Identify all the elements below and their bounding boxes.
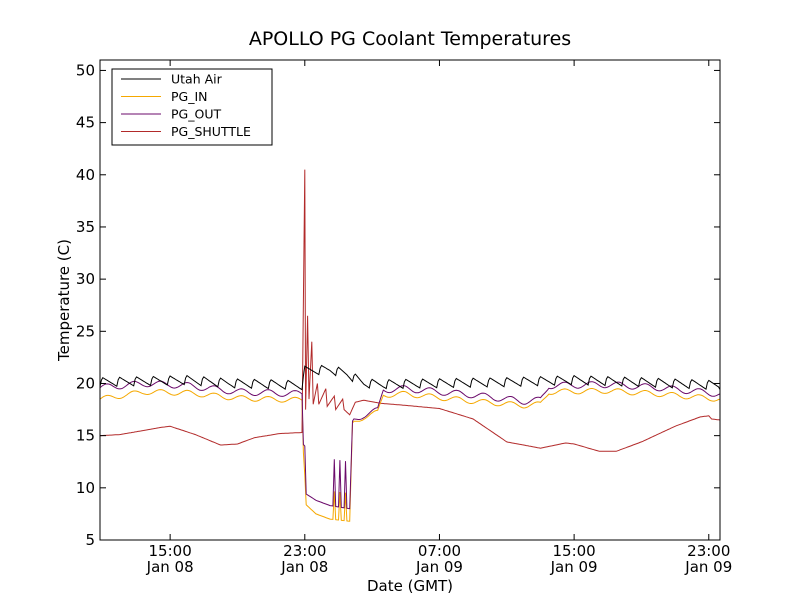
x-tick-label-time: 23:00 (283, 542, 326, 560)
legend: Utah Air PG_IN PG_OUT PG_SHUTTLE (111, 68, 273, 146)
x-tick-label-time: 15:00 (553, 542, 596, 560)
x-tick-label-date: Jan 09 (415, 558, 463, 576)
y-tick-label: 20 (76, 374, 95, 392)
series-line-pg-shuttle (99, 169, 721, 452)
series-line-utah-air (99, 364, 721, 391)
plot-frame (99, 59, 721, 541)
chart-title: APOLLO PG Coolant Temperatures (249, 28, 571, 50)
x-tick-label-date: Jan 09 (684, 558, 732, 576)
legend-label: PG_IN (171, 89, 208, 104)
x-tick-label-time: 07:00 (418, 542, 461, 560)
x-tick-label-time: 15:00 (149, 542, 192, 560)
legend-label: Utah Air (171, 72, 223, 87)
legend-label: PG_SHUTTLE (171, 124, 251, 139)
y-tick-label: 40 (76, 166, 95, 184)
series-line-pg-in (99, 388, 721, 522)
y-axis-title: Temperature (C) (55, 239, 73, 362)
y-tick-label: 30 (76, 270, 95, 288)
y-tick-label: 35 (76, 218, 95, 236)
legend-label: PG_OUT (171, 107, 221, 122)
y-tick-label: 25 (76, 322, 95, 340)
legend-box (111, 68, 273, 146)
y-tick-label: 50 (76, 61, 95, 79)
y-tick-label: 15 (76, 427, 95, 445)
y-tick-label: 10 (76, 479, 95, 497)
x-tick-label-date: Jan 09 (550, 558, 598, 576)
y-axis: 5 10 15 20 25 30 35 40 45 50 (76, 61, 720, 549)
y-tick-label: 45 (76, 114, 95, 132)
y-tick-label: 5 (85, 531, 95, 549)
series-layer (99, 169, 721, 522)
x-tick-label-date: Jan 08 (146, 558, 194, 576)
x-tick-label-date: Jan 08 (280, 558, 328, 576)
x-axis-title: Date (GMT) (367, 577, 453, 595)
x-tick-label-time: 23:00 (687, 542, 730, 560)
